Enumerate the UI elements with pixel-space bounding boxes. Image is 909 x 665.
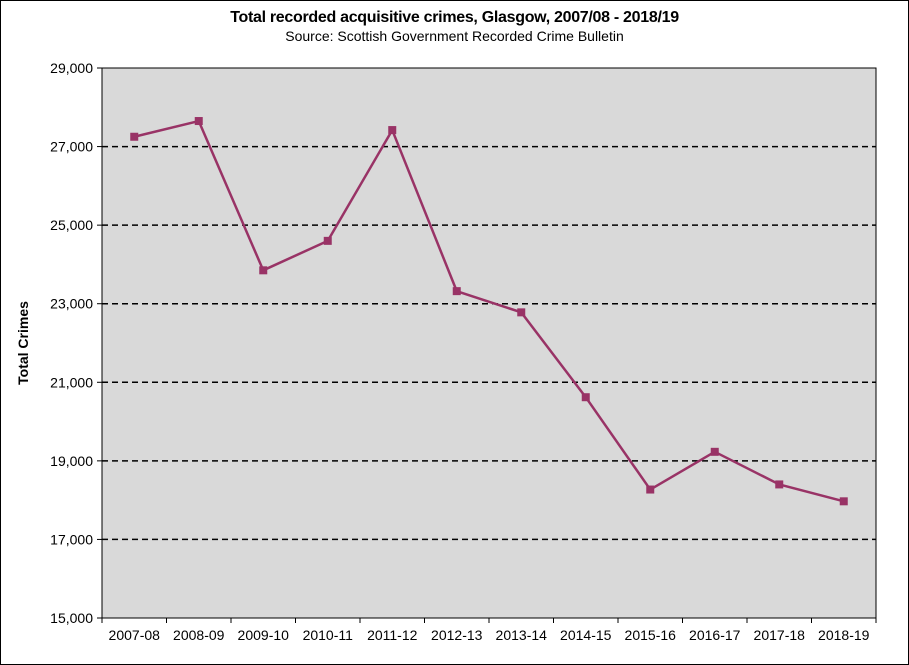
data-point-marker: [710, 447, 719, 456]
x-tick-label: 2018-19: [818, 627, 870, 643]
x-tick-label: 2011-12: [367, 627, 418, 643]
gridlines: [102, 145, 876, 541]
y-tick-label: 19,000: [50, 453, 93, 469]
data-point-marker: [452, 287, 461, 296]
data-point-marker: [130, 132, 139, 141]
series: [130, 117, 848, 506]
data-point-marker: [646, 485, 655, 494]
data-point-marker: [839, 497, 848, 506]
x-tick-label: 2013-14: [496, 627, 548, 643]
data-point-marker: [517, 308, 526, 317]
plot-area: [101, 67, 877, 619]
x-tick-label: 2014-15: [560, 627, 612, 643]
y-axis-title: Total Crimes: [15, 301, 31, 385]
x-tick-label: 2009-10: [238, 627, 290, 643]
axes: [97, 67, 877, 623]
x-tick-label: 2016-17: [689, 627, 741, 643]
y-tick-label: 27,000: [50, 139, 93, 155]
title-block: Total recorded acquisitive crimes, Glasg…: [0, 8, 909, 44]
x-tick-label: 2017-18: [754, 627, 806, 643]
y-tick-label: 17,000: [50, 531, 93, 547]
x-tick-labels: 2007-08 2008-09 2009-10 2010-11 2011-12 2012-…: [109, 627, 870, 643]
data-point-marker: [259, 266, 268, 275]
data-point-marker: [388, 126, 397, 135]
x-tick-label: 2015-16: [625, 627, 677, 643]
chart-subtitle: Source: Scottish Government Recorded Cri…: [285, 28, 624, 44]
x-tick-label: 2008-09: [173, 627, 225, 643]
y-tick-labels: 15,000 17,000 19,000 21,000 23,000 25,000 27,0…: [50, 60, 93, 626]
chart-title: Total recorded acquisitive crimes, Glasg…: [230, 9, 679, 26]
y-tick-label: 25,000: [50, 217, 93, 233]
x-tick-label: 2007-08: [109, 627, 161, 643]
x-tick-label: 2010-11: [303, 627, 354, 643]
y-tick-label: 15,000: [50, 610, 93, 626]
data-point-marker: [775, 480, 784, 489]
data-point-marker: [581, 393, 590, 402]
series-line: [133, 119, 845, 503]
x-tick-label: 2012-13: [431, 627, 483, 643]
y-tick-label: 23,000: [50, 296, 93, 312]
y-tick-label: 29,000: [50, 60, 93, 76]
data-point-marker: [323, 236, 332, 245]
y-tick-label: 21,000: [50, 374, 93, 390]
data-point-marker: [194, 117, 203, 126]
